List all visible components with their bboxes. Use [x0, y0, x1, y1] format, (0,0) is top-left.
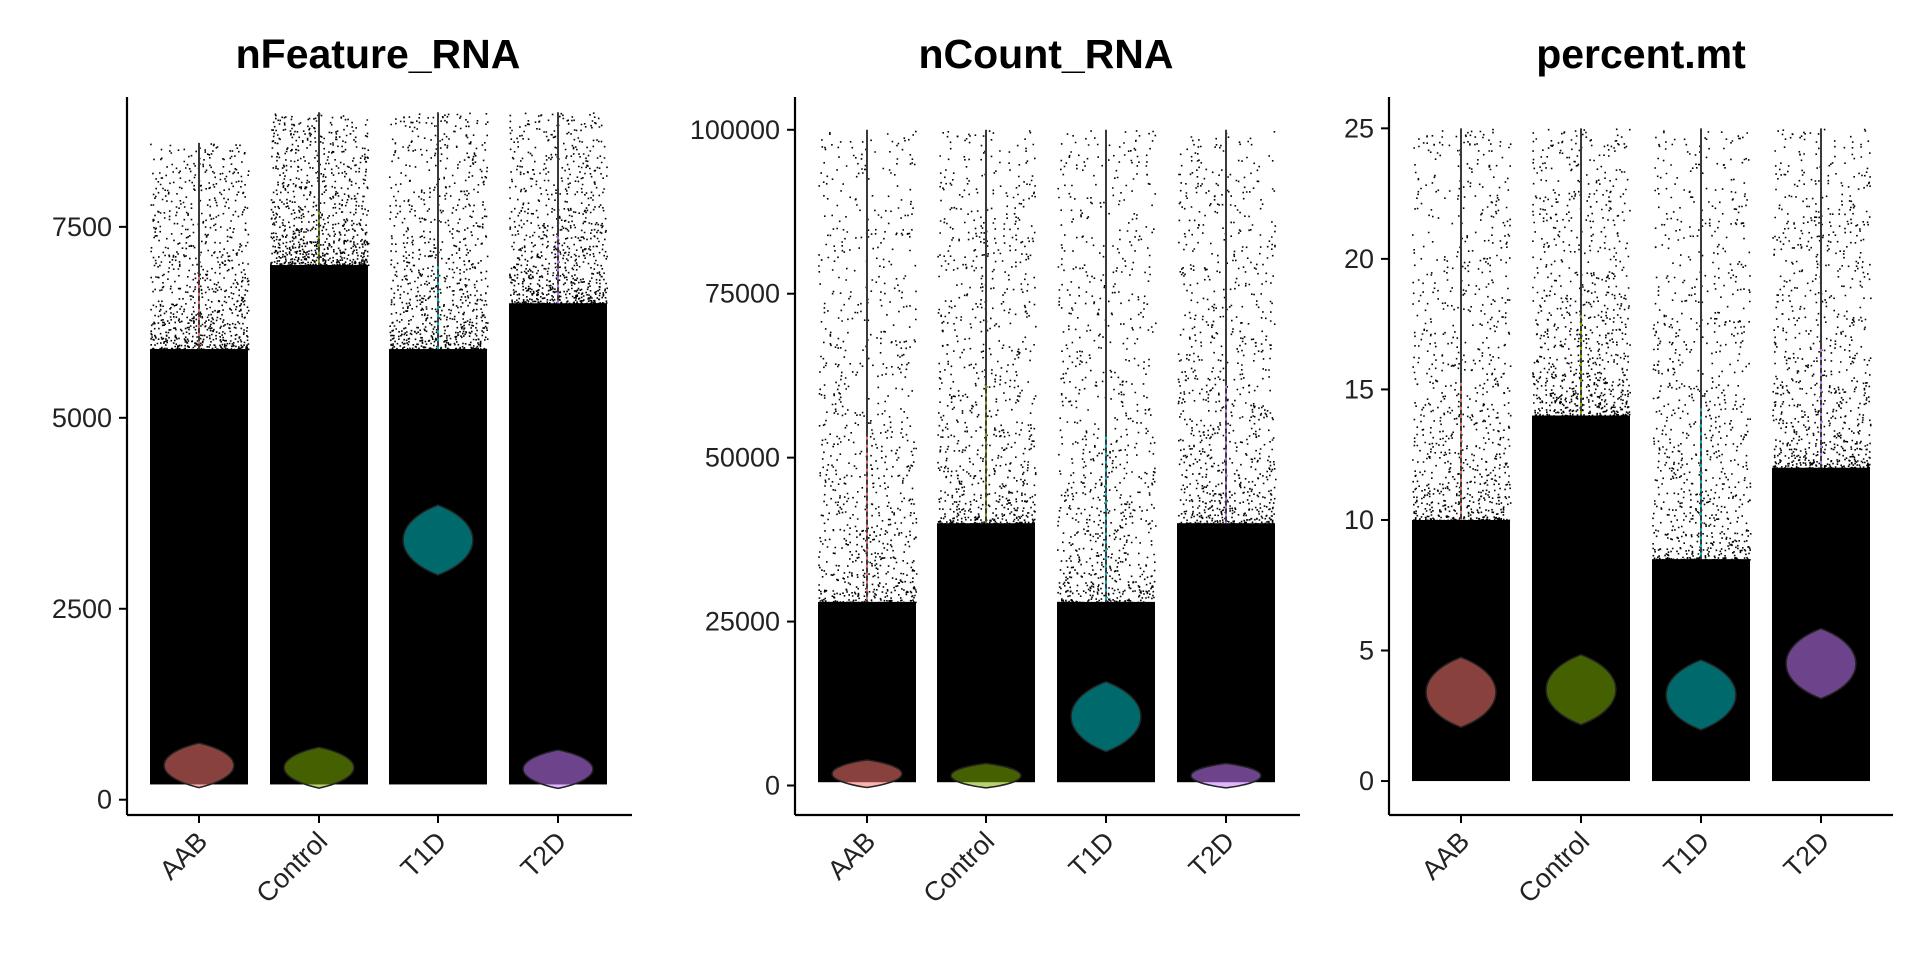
scatter-points	[270, 113, 370, 267]
x-tick-label: Control	[250, 826, 333, 909]
group-T2D: T2D	[509, 112, 608, 883]
y-tick-label: 100000	[690, 115, 780, 145]
panel-2: nCount_RNA 0 25000 50000 75000 100000 AAB Contr…	[690, 31, 1300, 909]
group-AAB: AAB	[818, 129, 918, 885]
y-tick-label: 20	[1344, 244, 1374, 274]
group-T2D: T2D	[1772, 128, 1872, 883]
scatter-points	[509, 112, 608, 305]
y-tick-label: 2500	[52, 594, 112, 624]
dense-points-band	[509, 303, 607, 785]
dense-points-band	[270, 265, 368, 785]
y-tick-label: 5	[1359, 636, 1374, 666]
panel-1: nFeature_RNA 0 2500 5000 7500 AAB Control T1D T2…	[52, 31, 632, 909]
x-tick-label: AAB	[822, 826, 881, 885]
y-tick-label: 10	[1344, 505, 1374, 535]
violin-body	[1070, 680, 1142, 753]
violin-body	[831, 759, 903, 789]
y-tick-label: 7500	[52, 212, 112, 242]
y-tick-label: 25000	[705, 607, 780, 637]
y-tick-label: 0	[97, 785, 112, 815]
violin-body	[1545, 653, 1617, 726]
group-T2D: T2D	[1177, 129, 1277, 883]
violin-body	[402, 504, 474, 576]
panel-title: percent.mt	[1536, 31, 1746, 77]
x-tick-label: T2D	[1778, 826, 1835, 883]
group-T1D: T1D	[1652, 128, 1752, 883]
dense-points-band	[1532, 415, 1630, 782]
dense-points-band	[1772, 467, 1870, 782]
violin-body	[283, 746, 355, 789]
y-tick-label: 75000	[705, 279, 780, 309]
x-tick-label: T2D	[515, 826, 572, 883]
violin-body	[1190, 762, 1262, 789]
x-tick-label: AAB	[154, 826, 213, 885]
dense-points-band	[937, 523, 1035, 783]
dense-points-band	[818, 601, 916, 783]
group-T1D: T1D	[1057, 129, 1157, 883]
violin-body	[522, 749, 594, 790]
dense-points-band	[1177, 523, 1275, 783]
y-tick-label: 5000	[52, 403, 112, 433]
group-Control: Control	[1512, 128, 1631, 909]
group-Control: Control	[250, 112, 370, 909]
dense-points-band	[1412, 519, 1510, 782]
violin-body	[950, 762, 1022, 789]
panel-title: nCount_RNA	[918, 31, 1173, 77]
dense-points-band	[150, 349, 248, 785]
violin-body	[163, 742, 235, 789]
violin-body	[1785, 627, 1857, 700]
x-tick-label: T1D	[1658, 826, 1715, 883]
scatter-points	[1652, 130, 1752, 561]
violin-body	[1425, 656, 1497, 729]
group-AAB: AAB	[1412, 128, 1512, 885]
x-tick-label: T2D	[1183, 826, 1240, 883]
y-tick-label: 15	[1344, 374, 1374, 404]
x-tick-label: T1D	[1063, 826, 1120, 883]
x-tick-label: AAB	[1416, 826, 1475, 885]
scatter-points	[1177, 131, 1277, 525]
x-tick-label: T1D	[395, 826, 452, 883]
scatter-points	[818, 130, 918, 604]
scatter-points	[1532, 128, 1631, 418]
y-tick-label: 0	[765, 770, 780, 800]
panel-title: nFeature_RNA	[236, 31, 521, 77]
group-T1D: T1D	[389, 112, 489, 883]
y-tick-label: 50000	[705, 443, 780, 473]
panel-3: percent.mt 0 5 10 15 20 25 AAB Control T1D T2D	[1344, 31, 1893, 909]
y-tick-label: 25	[1344, 113, 1374, 143]
group-AAB: AAB	[150, 142, 250, 885]
violin-body	[1665, 659, 1737, 731]
y-tick-label: 0	[1359, 766, 1374, 796]
x-tick-label: Control	[917, 826, 1000, 909]
group-Control: Control	[917, 129, 1037, 909]
x-tick-label: Control	[1512, 826, 1595, 909]
